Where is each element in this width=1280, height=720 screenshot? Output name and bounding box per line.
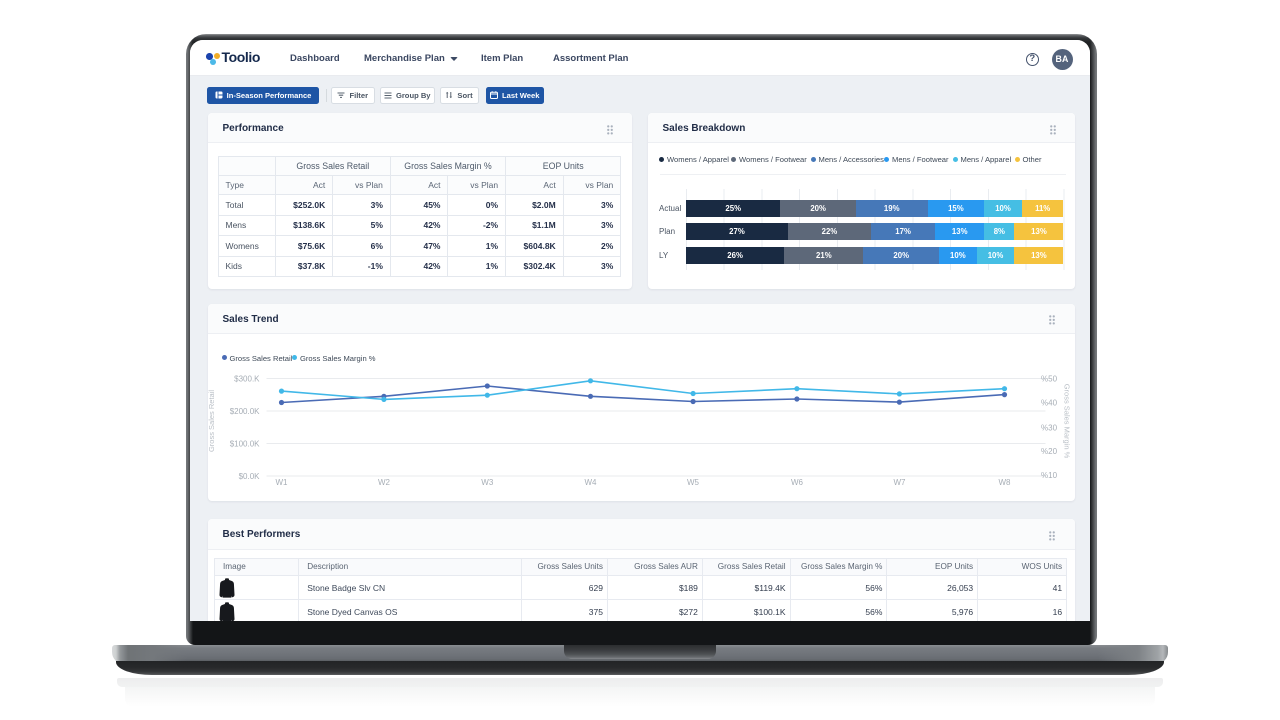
- svg-text:$100.0K: $100.0K: [229, 439, 259, 448]
- svg-text:W8: W8: [998, 478, 1011, 487]
- svg-text:$200.0K: $200.0K: [229, 407, 259, 416]
- svg-text:W2: W2: [378, 478, 391, 487]
- svg-text:%10: %10: [1041, 471, 1058, 480]
- svg-text:Gross Sales Margin %: Gross Sales Margin %: [1062, 383, 1071, 458]
- svg-text:W6: W6: [791, 478, 804, 487]
- svg-text:$0.0K: $0.0K: [238, 472, 260, 481]
- svg-text:W7: W7: [893, 478, 906, 487]
- svg-text:%20: %20: [1041, 446, 1058, 455]
- svg-text:%50: %50: [1041, 374, 1058, 383]
- svg-text:$300.K: $300.K: [234, 374, 260, 383]
- svg-text:%40: %40: [1041, 398, 1058, 407]
- svg-text:%30: %30: [1041, 423, 1058, 432]
- svg-text:Gross Sales Retail: Gross Sales Retail: [208, 389, 216, 451]
- svg-text:W3: W3: [481, 478, 494, 487]
- svg-text:W4: W4: [584, 478, 597, 487]
- svg-text:W1: W1: [275, 478, 288, 487]
- svg-text:W5: W5: [687, 478, 700, 487]
